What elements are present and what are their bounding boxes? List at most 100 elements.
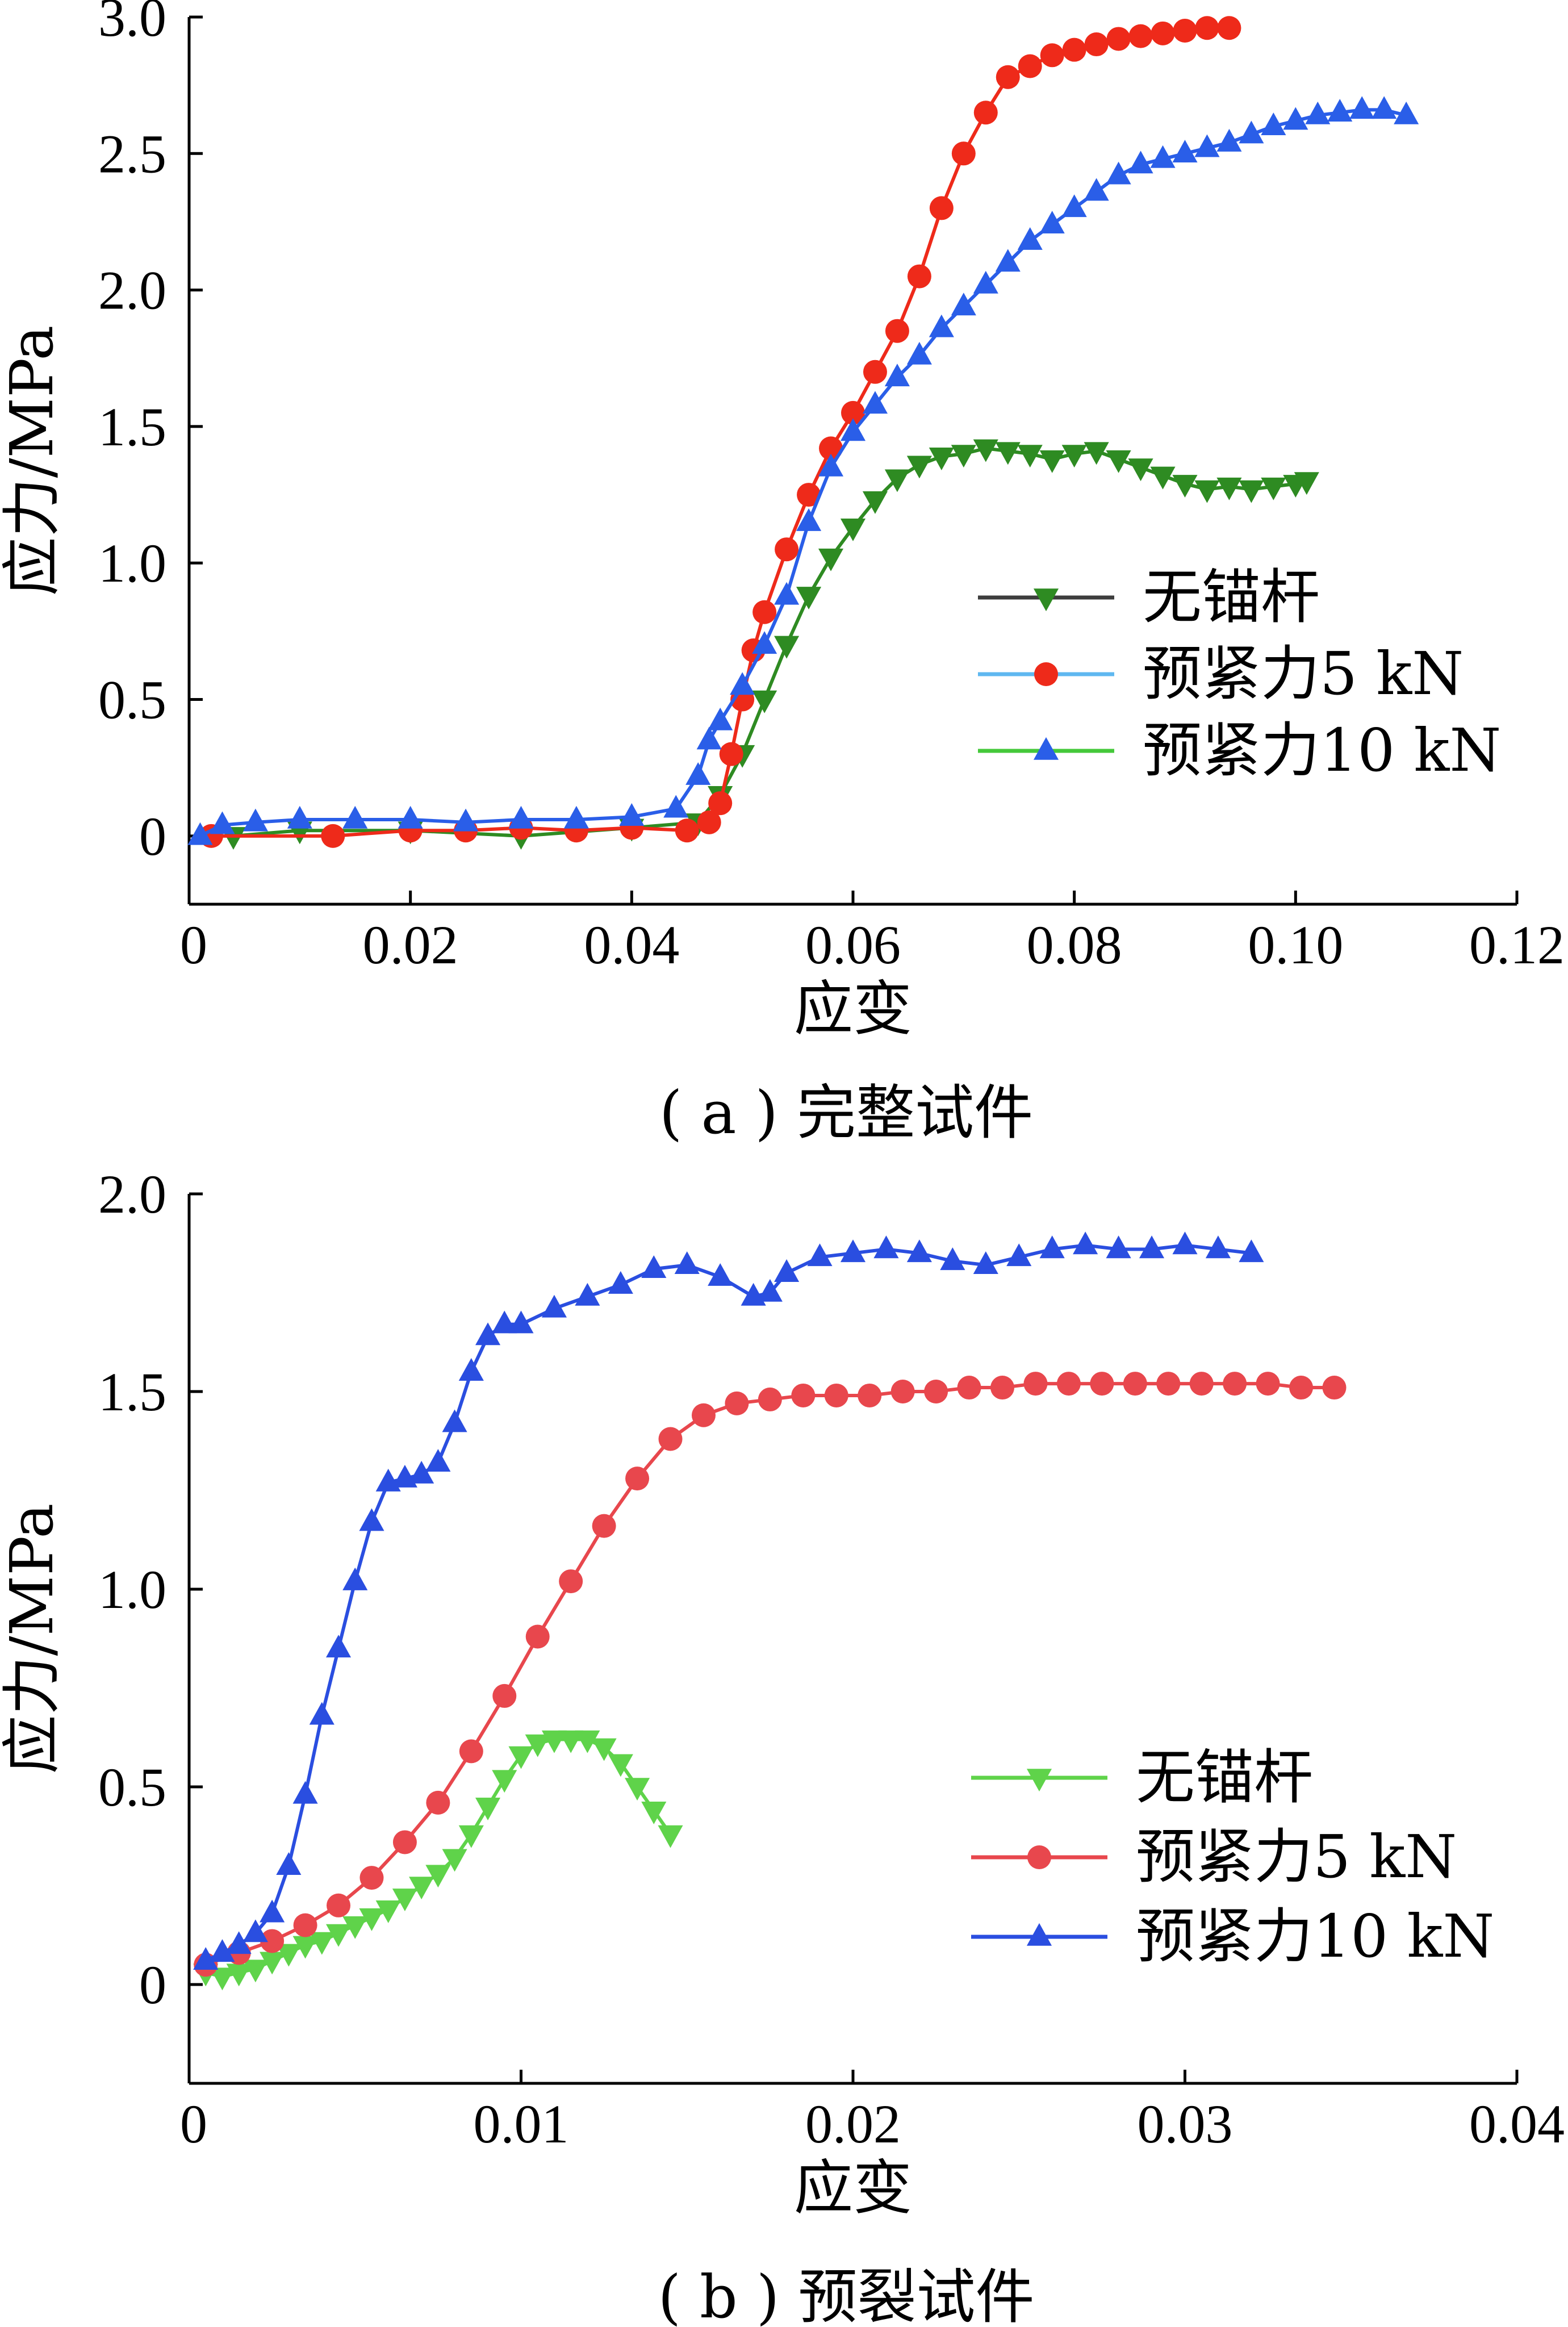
- chart-b-series-1-point: [1289, 1376, 1314, 1400]
- chart-a-series-2-point: [663, 795, 689, 818]
- chart-b-y-axis-title: 应力/MPa: [0, 1503, 66, 1774]
- chart-b-series-1-point: [625, 1467, 650, 1491]
- chart-b-series-1-point: [559, 1569, 583, 1594]
- chart-a-series-1-point: [1062, 37, 1086, 62]
- chart-b-y-tick-label: 2.0: [98, 1164, 166, 1225]
- chart-b-series-0-point: [591, 1738, 617, 1761]
- chart-a-y-tick-label: 1.0: [98, 533, 166, 594]
- chart-b-series-0-point: [641, 1802, 667, 1824]
- chart-a-legend-marker: [1033, 737, 1059, 760]
- chart-a-series-2-point: [1239, 120, 1264, 144]
- chart-a-series-2-point: [1194, 134, 1220, 157]
- chart-b-series-1-point: [1156, 1372, 1181, 1396]
- chart-a-y-tick-label: 0.5: [98, 670, 166, 730]
- chart-b-series-0-point: [325, 1924, 352, 1947]
- chart-b-series-0: [193, 1730, 683, 1991]
- chart-a-series-2-point: [398, 805, 423, 829]
- chart-b-y-tick-label: 1.5: [98, 1361, 166, 1422]
- chart-b-series-0-point: [442, 1849, 467, 1872]
- chart-b-series-0-point: [492, 1770, 517, 1793]
- chart-a-series-0-point: [774, 636, 800, 659]
- chart-a-y-tick-label: 0: [139, 806, 166, 867]
- chart-a-series-1-point: [1084, 32, 1109, 57]
- chart-b-series-1: [194, 1372, 1347, 1977]
- chart-b-series-2-point: [840, 1239, 866, 1263]
- chart-b-series-2-point: [342, 1567, 368, 1590]
- chart-b-x-axis-title: 应变: [794, 2153, 912, 2222]
- chart-b-series-1-point: [492, 1683, 517, 1708]
- chart-b-series-2-point: [940, 1247, 965, 1271]
- chart-a-legend-label: 预紧力10 kN: [1143, 716, 1501, 785]
- chart-a-y-axis-title: 应力/MPa: [0, 325, 66, 596]
- chart-a-series-2-point: [1106, 161, 1131, 185]
- chart-a-series-2: [187, 96, 1419, 845]
- chart-b-series-2-point: [193, 1947, 219, 1970]
- chart-b-y-tick-label: 0.5: [98, 1757, 166, 1818]
- chart-a-series-2-point: [752, 631, 777, 654]
- chart-a-series-0-point: [951, 445, 976, 468]
- chart-b-series-1-point: [1056, 1372, 1081, 1396]
- chart-b-series-1-point: [1256, 1372, 1280, 1396]
- chart-b-series-0-point: [276, 1944, 302, 1967]
- chart-b-series-0-point: [342, 1916, 368, 1939]
- chart-a-legend-label: 无锚杆: [1143, 562, 1320, 632]
- chart-a-series-1-point: [1151, 21, 1175, 45]
- chart-a-x-tick-label: 0.12: [1469, 914, 1565, 975]
- chart-b-legend-label: 无锚杆: [1136, 1743, 1313, 1812]
- chart-b-series-2-point: [873, 1235, 899, 1259]
- chart-a-series-1-point: [708, 791, 733, 816]
- chart-a-series-2-point: [619, 803, 645, 826]
- chart-a-series-2-point: [1305, 101, 1331, 124]
- chart-a-series-1-point: [929, 196, 954, 220]
- chart-b-legend-marker: [1027, 1845, 1051, 1869]
- chart-a-series-2-point: [685, 762, 711, 785]
- chart-b-series-0-point: [226, 1963, 252, 1987]
- chart-a-series-1-point: [841, 400, 865, 425]
- chart-b-series-1-point: [957, 1376, 981, 1400]
- chart-b-series-2-point: [807, 1243, 833, 1267]
- chart-b-series-2-point: [325, 1635, 352, 1658]
- chart-b-series-1-point: [592, 1514, 616, 1538]
- chart-b-series-2-point: [292, 1781, 318, 1804]
- chart-a-series-1: [199, 16, 1241, 848]
- chart-b-series-2-point: [973, 1251, 998, 1275]
- chart-b-series-1-point: [924, 1380, 948, 1403]
- chart-a-x-tick-label: 0: [180, 914, 207, 975]
- chart-b-series-0-point: [392, 1889, 417, 1912]
- chart-a-series-2-point: [1172, 140, 1198, 163]
- chart-a-y-tick-label: 2.0: [98, 260, 166, 321]
- chart-b-series-1-point: [459, 1739, 483, 1764]
- chart-a-series-2-point: [884, 364, 910, 387]
- chart-b-series-2-point: [757, 1279, 783, 1302]
- chart-a-series-2-point: [1394, 101, 1419, 124]
- chart-b-series-1-point: [1322, 1376, 1347, 1400]
- chart-b-series-2-point: [575, 1282, 600, 1306]
- chart-b-series-0-point: [525, 1734, 550, 1757]
- chart-a-series-2-point: [1283, 107, 1308, 130]
- chart-a-legend-label: 预紧力5 kN: [1143, 639, 1464, 708]
- chart-a-series-0-point: [1216, 477, 1242, 500]
- chart-b-series-1-point: [327, 1893, 351, 1917]
- chart-b-series-2-point: [309, 1702, 334, 1725]
- chart-b-y-tick-label: 0: [139, 1954, 166, 2015]
- chart-b-series-0-point: [359, 1908, 384, 1931]
- chart-a-series-1-point: [719, 742, 743, 766]
- chart-a-series-2-point: [210, 811, 235, 834]
- chart-a-series-0-point: [818, 548, 844, 571]
- chart-a-x-tick-label: 0.06: [805, 914, 901, 975]
- chart-a-series-0-point: [796, 587, 822, 610]
- chart-a-series-1-point: [675, 818, 699, 843]
- chart-b-series-1-point: [725, 1391, 749, 1415]
- chart-a-series-2-point: [342, 805, 368, 829]
- chart-b-series-2-point: [1039, 1235, 1065, 1259]
- chart-a-series-1-point: [907, 264, 931, 289]
- chart-a-series-0-point: [752, 690, 777, 713]
- chart-b-series-0-point: [292, 1936, 318, 1959]
- chart-a-series-1-point: [996, 65, 1020, 89]
- chart-b-series-1-point: [525, 1624, 550, 1649]
- chart-a-series-2-point: [1084, 178, 1109, 201]
- chart-a-series-1-point: [1173, 19, 1197, 43]
- chart-a-series-2-point: [840, 418, 866, 441]
- caption-a: ( a ) 完整试件: [659, 1078, 1033, 1147]
